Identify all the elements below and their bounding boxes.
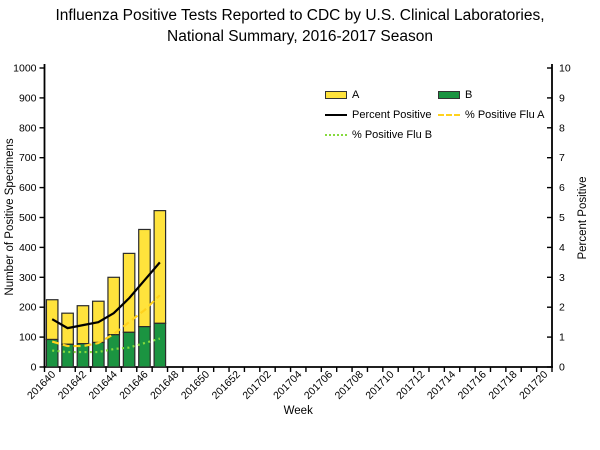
- x-tick-label: 201702: [240, 369, 273, 402]
- y-left-tick-label: 400: [19, 242, 37, 254]
- y-right-tick-label: 8: [559, 122, 565, 134]
- y-right-tick-label: 6: [559, 182, 565, 194]
- bar-segment-flu-a: [107, 276, 121, 336]
- legend-item-flu-a: A: [325, 89, 359, 101]
- line--positive-flu-a: [51, 294, 161, 348]
- bar-segment-flu-b: [153, 322, 167, 368]
- x-tick-label: 201650: [179, 369, 212, 402]
- bar-segment-flu-b: [61, 343, 74, 368]
- legend-label-flu-a: A: [352, 89, 360, 101]
- x-tick-label: 201712: [394, 369, 427, 402]
- x-tick-label: 201646: [117, 369, 150, 402]
- legend-item-pct-flu-b: % Positive Flu B: [325, 129, 432, 141]
- y-left-tick-label: 300: [19, 272, 37, 284]
- x-tick-label: 201718: [486, 369, 519, 402]
- x-tick-label: 201716: [456, 369, 489, 402]
- chart-title-line2: National Summary, 2016-2017 Season: [167, 28, 433, 45]
- bar-segment-flu-b: [122, 331, 136, 368]
- x-tick-label: 201710: [363, 369, 396, 402]
- legend-label-pct-flu-a: % Positive Flu A: [465, 109, 545, 121]
- y-right-tick-label: 7: [559, 152, 565, 164]
- x-tick-label: 201644: [87, 369, 120, 402]
- y-right-tick-label: 0: [559, 362, 565, 374]
- y-left-tick-label: 1000: [13, 63, 37, 75]
- percent-positive-line-swatch: [325, 114, 347, 116]
- flu-a-bar-swatch: [325, 91, 347, 99]
- legend-item-flu-b: B: [438, 89, 472, 101]
- y-left-tick-label: 900: [19, 92, 37, 104]
- y-left-tick-label: 0: [31, 362, 37, 374]
- y-left-tick-label: 100: [19, 332, 37, 344]
- x-tick-label: 201708: [333, 369, 366, 402]
- flu-b-bar-swatch: [438, 91, 460, 99]
- legend-label-flu-b: B: [465, 89, 473, 101]
- pct-flu-a-line-swatch: [438, 114, 460, 116]
- bar-segment-flu-b: [91, 341, 105, 368]
- y-left-tick-label: 800: [19, 122, 37, 134]
- x-tick-label: 201640: [25, 369, 58, 402]
- y-right-tick-label: 2: [559, 302, 565, 314]
- y-axis-left-title: Number of Positive Specimens: [4, 138, 16, 295]
- x-tick-label: 201642: [56, 369, 89, 402]
- x-tick-label: 201648: [148, 369, 181, 402]
- bar-segment-flu-b: [45, 338, 59, 368]
- line-percent-positive: [51, 261, 161, 330]
- x-tick-label: 201652: [210, 369, 243, 402]
- x-tick-label: 201704: [271, 369, 304, 402]
- y-left-tick-label: 600: [19, 182, 37, 194]
- y-left-tick-label: 200: [19, 302, 37, 314]
- y-axis-right-title: Percent Positive: [577, 176, 589, 259]
- y-right-tick-label: 1: [559, 332, 565, 344]
- y-right-tick-label: 9: [559, 92, 565, 104]
- y-left-tick-label: 700: [19, 152, 37, 164]
- y-right-tick-label: 3: [559, 272, 565, 284]
- y-right-tick-label: 4: [559, 242, 565, 254]
- x-tick-label: 201706: [302, 369, 335, 402]
- line--positive-flu-b: [52, 337, 161, 354]
- chart-title-line1: Influenza Positive Tests Reported to CDC…: [55, 7, 545, 24]
- bar-segment-flu-b: [76, 343, 90, 368]
- legend-item-pct-flu-a: % Positive Flu A: [438, 109, 544, 121]
- x-axis-title: Week: [284, 405, 313, 417]
- y-left-tick-label: 500: [19, 212, 37, 224]
- y-right-tick-label: 10: [559, 63, 571, 75]
- x-tick-label: 201720: [517, 369, 550, 402]
- chart-title: Influenza Positive Tests Reported to CDC…: [0, 5, 600, 47]
- y-right-tick-label: 5: [559, 212, 565, 224]
- bar-segment-flu-b: [107, 334, 121, 368]
- x-tick-label: 201714: [425, 369, 458, 402]
- legend-item-percent-positive: Percent Positive: [325, 109, 431, 121]
- legend-label-pct-flu-b: % Positive Flu B: [352, 129, 433, 141]
- pct-flu-b-line-swatch: [325, 134, 347, 136]
- legend-label-percent-positive: Percent Positive: [352, 109, 432, 121]
- bar-segment-flu-b: [138, 326, 151, 368]
